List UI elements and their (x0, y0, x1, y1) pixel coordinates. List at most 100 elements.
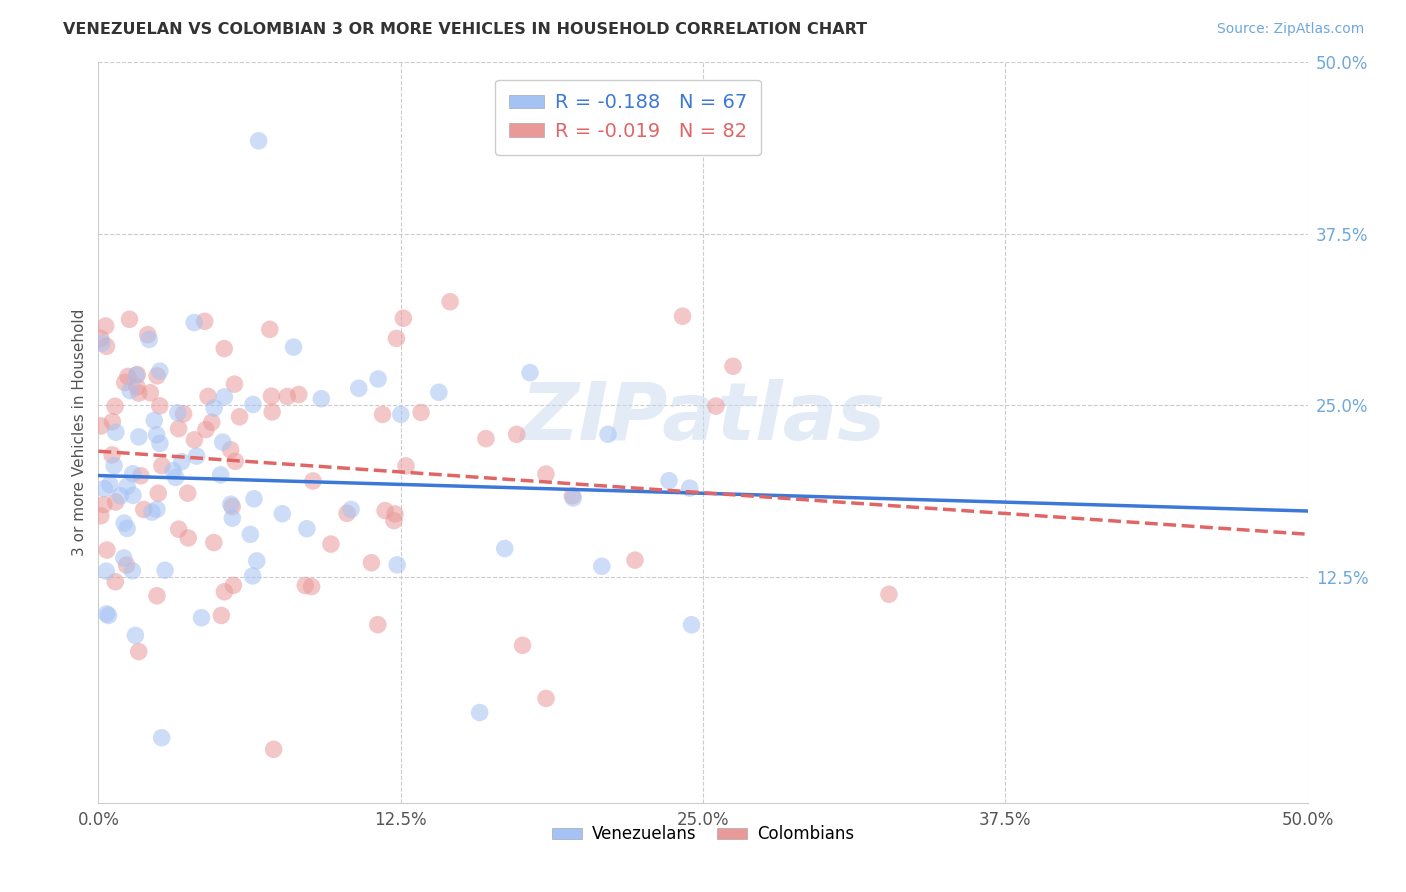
Point (93, 498, 115, 512)
Legend: Venezuelans, Colombians: Venezuelans, Colombians (546, 819, 860, 850)
Point (242, 569, 264, 583)
Point (173, 407, 195, 421)
Point (427, 385, 450, 400)
Point (165, 470, 187, 484)
Point (311, 392, 333, 406)
Point (212, 342, 235, 356)
Point (150, 731, 173, 745)
Point (360, 556, 382, 570)
Point (96, 564, 118, 578)
Point (129, 468, 152, 483)
Point (246, 554, 269, 568)
Point (115, 558, 138, 572)
Point (658, 474, 681, 488)
Point (97, 608, 120, 623)
Point (287, 387, 309, 401)
Point (128, 386, 150, 401)
Point (167, 522, 190, 536)
Point (190, 611, 212, 625)
Point (319, 537, 342, 551)
Point (104, 574, 127, 589)
Point (211, 435, 233, 450)
Point (392, 311, 415, 326)
Point (209, 608, 232, 623)
Point (146, 368, 169, 383)
Point (512, 638, 534, 652)
Point (382, 514, 405, 528)
Point (194, 423, 217, 437)
Point (721, 359, 744, 374)
Point (367, 617, 389, 632)
Point (519, 366, 541, 380)
Point (138, 333, 160, 347)
Point (222, 578, 245, 592)
Point (336, 506, 359, 520)
Point (170, 455, 193, 469)
Point (141, 505, 163, 519)
Point (276, 389, 298, 403)
Point (209, 467, 232, 482)
Text: VENEZUELAN VS COLOMBIAN 3 OR MORE VEHICLES IN HOUSEHOLD CORRELATION CHART: VENEZUELAN VS COLOMBIAN 3 OR MORE VEHICL… (63, 22, 868, 37)
Y-axis label: 3 or more Vehicles in Household: 3 or more Vehicles in Household (72, 309, 87, 557)
Point (219, 442, 242, 457)
Point (439, 294, 461, 309)
Point (110, 489, 132, 503)
Point (104, 495, 127, 509)
Point (224, 377, 246, 392)
Text: ZIPatlas: ZIPatlas (520, 379, 886, 457)
Point (124, 628, 146, 642)
Point (183, 433, 205, 447)
Point (177, 486, 200, 500)
Point (294, 578, 316, 592)
Point (96, 339, 118, 353)
Point (150, 458, 173, 473)
Point (149, 399, 172, 413)
Point (96, 543, 118, 558)
Point (127, 368, 149, 382)
Point (128, 430, 150, 444)
Point (347, 381, 370, 395)
Point (132, 502, 155, 516)
Point (271, 507, 294, 521)
Point (125, 380, 148, 394)
Point (103, 458, 125, 473)
Point (128, 645, 150, 659)
Point (201, 415, 224, 429)
Point (263, 742, 285, 756)
Point (139, 385, 162, 400)
Point (624, 553, 647, 567)
Point (704, 399, 727, 413)
Point (194, 314, 217, 328)
Point (385, 558, 408, 572)
Point (224, 454, 246, 468)
Point (877, 587, 900, 601)
Point (117, 369, 139, 384)
Point (202, 401, 225, 415)
Point (166, 406, 188, 420)
Point (149, 436, 172, 450)
Point (101, 448, 124, 462)
Point (561, 489, 583, 503)
Point (122, 488, 145, 502)
Point (295, 522, 318, 536)
Point (301, 580, 323, 594)
Point (101, 415, 124, 429)
Point (115, 479, 138, 493)
Point (260, 389, 283, 403)
Point (183, 316, 205, 330)
Point (143, 413, 166, 427)
Point (681, 617, 703, 632)
Point (91, 336, 114, 351)
Point (149, 364, 172, 378)
Point (186, 449, 208, 463)
Point (125, 368, 148, 383)
Point (146, 502, 169, 516)
Point (534, 467, 557, 481)
Point (384, 507, 406, 521)
Point (202, 535, 225, 549)
Point (214, 390, 236, 404)
Point (115, 521, 138, 535)
Point (96, 607, 118, 621)
Point (121, 467, 143, 481)
Point (475, 432, 498, 446)
